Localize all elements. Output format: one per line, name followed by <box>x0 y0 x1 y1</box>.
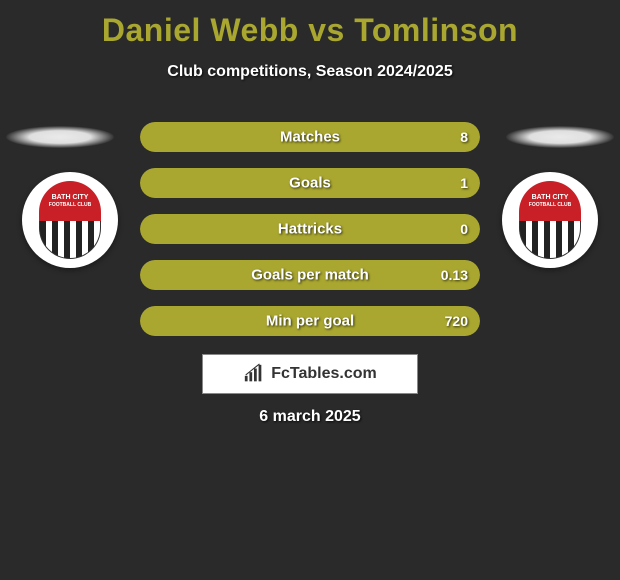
stat-bar: Min per goal 720 <box>140 306 480 336</box>
stat-label: Goals per match <box>251 267 369 284</box>
subtitle: Club competitions, Season 2024/2025 <box>0 63 620 81</box>
stat-label: Hattricks <box>278 221 342 238</box>
stat-bar: Hattricks 0 <box>140 214 480 244</box>
stat-value-right: 1 <box>460 175 468 191</box>
team-badge-left: BATH CITY FOOTBALL CLUB <box>22 172 118 268</box>
footer-brand-text: FcTables.com <box>271 365 377 383</box>
badge-text: FOOTBALL CLUB <box>529 203 571 208</box>
team-badge-right: BATH CITY FOOTBALL CLUB <box>502 172 598 268</box>
badge-text: FOOTBALL CLUB <box>49 203 91 208</box>
player-shadow-right <box>506 126 614 148</box>
stat-bar: Goals per match 0.13 <box>140 260 480 290</box>
stat-bar: Goals 1 <box>140 168 480 198</box>
date-text: 6 march 2025 <box>0 408 620 426</box>
stat-bar: Matches 8 <box>140 122 480 152</box>
chart-icon <box>243 363 265 385</box>
stat-bars: Matches 8 Goals 1 Hattricks 0 Goals per match 0… <box>140 122 480 352</box>
page-title: Daniel Webb vs Tomlinson <box>0 0 620 49</box>
stat-label: Matches <box>280 129 340 146</box>
stat-label: Goals <box>289 175 331 192</box>
stat-value-right: 0.13 <box>441 267 468 283</box>
footer-brand-box: FcTables.com <box>202 354 418 394</box>
badge-text: BATH CITY <box>52 194 89 201</box>
player-shadow-left <box>6 126 114 148</box>
stat-value-right: 8 <box>460 129 468 145</box>
stat-value-right: 720 <box>445 313 468 329</box>
stat-label: Min per goal <box>266 313 354 330</box>
stat-value-right: 0 <box>460 221 468 237</box>
badge-text: BATH CITY <box>532 194 569 201</box>
